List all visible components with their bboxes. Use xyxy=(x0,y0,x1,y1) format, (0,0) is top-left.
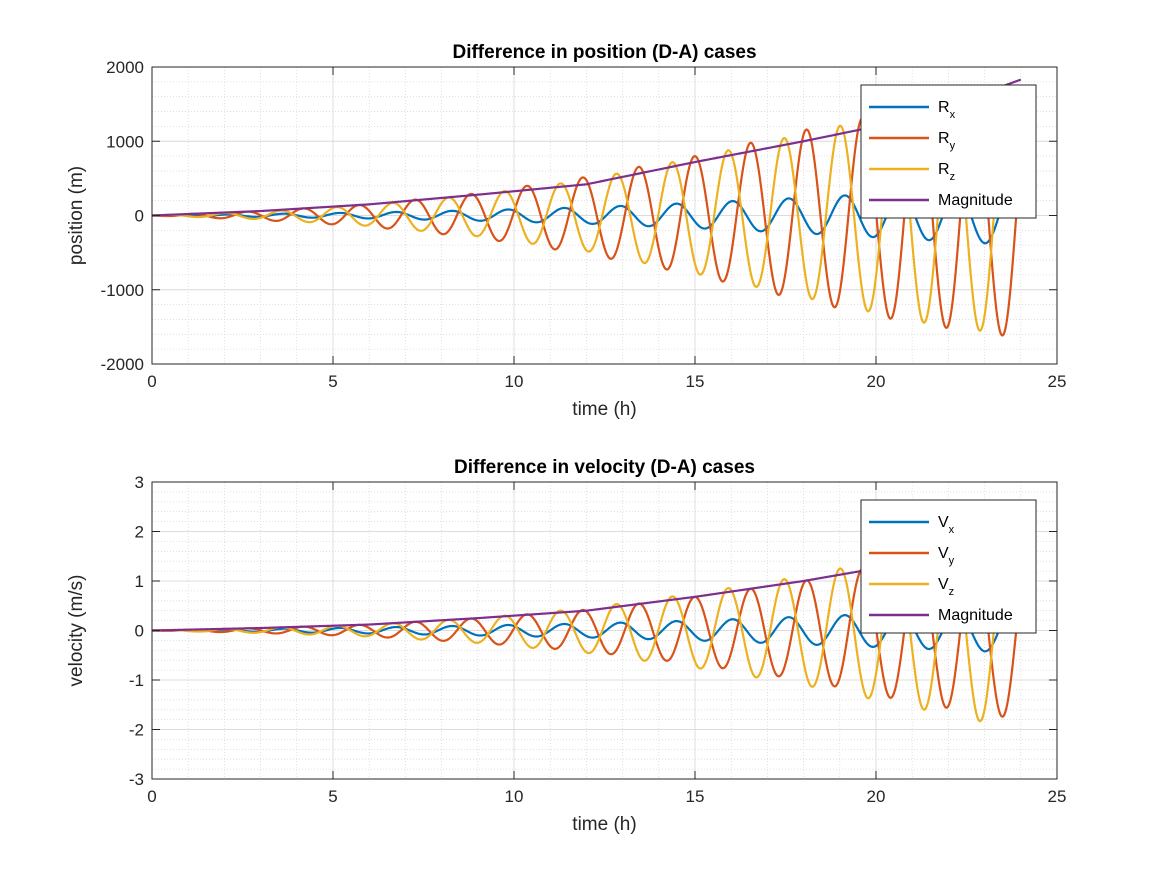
x-axis-label: time (h) xyxy=(572,399,636,420)
series-line-rz xyxy=(152,95,1022,332)
x-tick-label: 0 xyxy=(147,787,156,806)
chart-position: 0 5 10 15 20 25 -2000 -1000 0 1000 2000 Difference … xyxy=(66,42,1066,420)
y-tick-label: -2 xyxy=(129,721,144,740)
y-axis-label: position (m) xyxy=(66,166,87,265)
legend-label-base: R xyxy=(938,130,950,147)
x-tick-label: 10 xyxy=(505,787,524,806)
y-tick-label: -2000 xyxy=(101,355,144,374)
x-tick-label: 15 xyxy=(686,787,705,806)
x-tick-label: 25 xyxy=(1048,372,1067,391)
x-tick-label: 20 xyxy=(867,787,886,806)
legend-label-vz: Vz xyxy=(938,576,954,598)
legend-label-subscript: x xyxy=(949,524,955,536)
legend-label-base: V xyxy=(938,576,949,593)
legend-label-vy: Vy xyxy=(938,545,955,567)
y-tick-label: 2000 xyxy=(106,58,144,77)
y-tick-label: -1 xyxy=(129,671,144,690)
series-line-rx xyxy=(152,185,1022,245)
legend-label-rx: Rx xyxy=(938,99,956,121)
legend-label-rz: Rz xyxy=(938,161,955,183)
chart-title: Difference in position (D-A) cases xyxy=(452,42,756,63)
chart-title: Difference in velocity (D-A) cases xyxy=(454,457,755,478)
x-tick-label: 15 xyxy=(686,372,705,391)
y-tick-label: 1000 xyxy=(106,132,144,151)
y-tick-label: 0 xyxy=(135,207,144,226)
y-tick-label: 1 xyxy=(135,572,144,591)
legend-label-base: R xyxy=(938,161,950,178)
y-tick-label: 3 xyxy=(135,473,144,492)
x-tick-label: 10 xyxy=(505,372,524,391)
y-tick-label: -1000 xyxy=(101,281,144,300)
y-axis-label: velocity (m/s) xyxy=(66,575,87,687)
x-tick-label: 25 xyxy=(1048,787,1067,806)
x-tick-label: 20 xyxy=(867,372,886,391)
legend-label-base: R xyxy=(938,99,950,116)
legend-label-subscript: z xyxy=(949,586,955,598)
chart-velocity: 0 5 10 15 20 25 -3 -2 -1 0 1 2 3 Difference in veloci… xyxy=(66,457,1066,835)
legend-label-base: V xyxy=(938,545,949,562)
y-tick-label: -3 xyxy=(129,770,144,789)
x-tick-label: 0 xyxy=(147,372,156,391)
legend-label-subscript: x xyxy=(950,109,956,121)
legend-label-subscript: y xyxy=(949,555,955,567)
series-line-vz xyxy=(152,533,1022,723)
legend-label-vx: Vx xyxy=(938,514,955,536)
legend-label-subscript: z xyxy=(950,171,956,183)
x-tick-label: 5 xyxy=(328,787,337,806)
legend-label-base: V xyxy=(938,514,949,531)
legend-label-ry: Ry xyxy=(938,130,956,152)
x-tick-label: 5 xyxy=(328,372,337,391)
legend-label-magnitude: Magnitude xyxy=(938,192,1013,209)
x-axis-label: time (h) xyxy=(572,814,636,835)
y-tick-label: 0 xyxy=(135,622,144,641)
legend-label-subscript: y xyxy=(950,140,956,152)
y-tick-label: 2 xyxy=(135,523,144,542)
legend-label-magnitude: Magnitude xyxy=(938,607,1013,624)
